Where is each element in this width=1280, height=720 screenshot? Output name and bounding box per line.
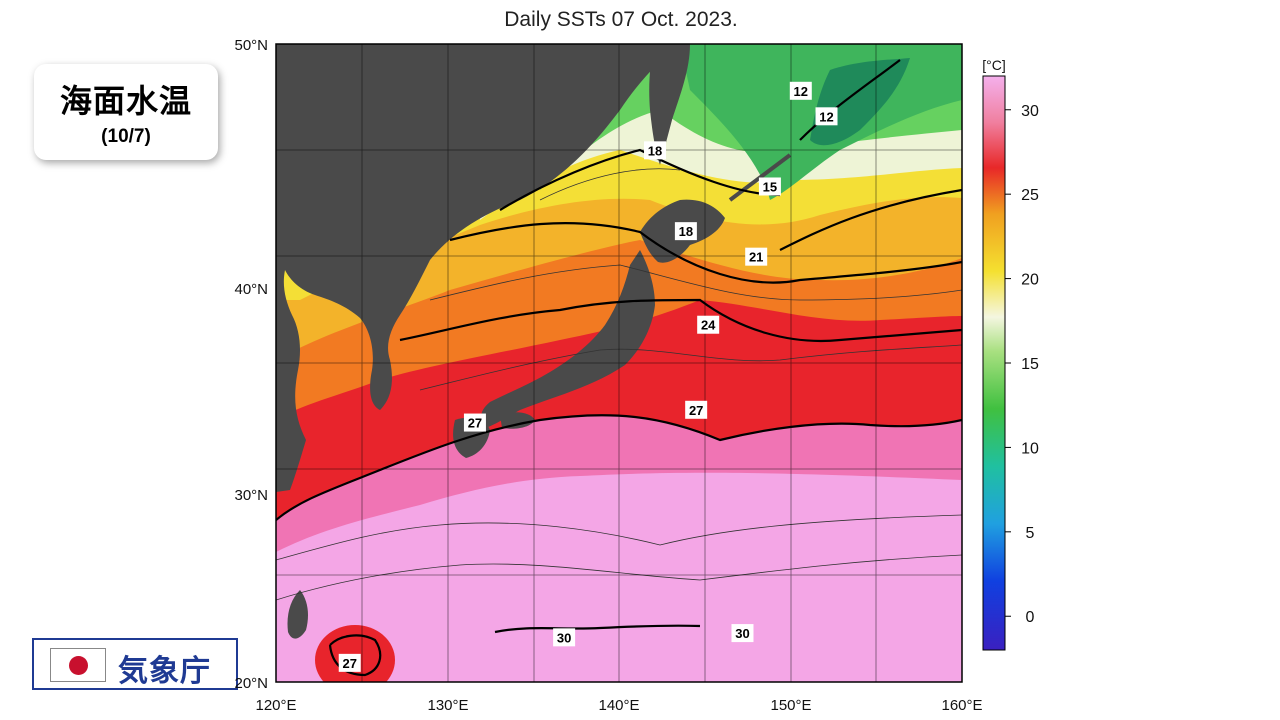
agency-name: 気象庁: [118, 655, 211, 688]
isotherm-30: [494, 624, 701, 634]
lon-label-160: 160°E: [941, 697, 982, 714]
colorbar-tick-label: 25: [1021, 187, 1039, 204]
graticule: [276, 44, 962, 682]
isotherm-15: [779, 188, 962, 251]
contour-label: 18: [644, 141, 667, 160]
contour-label: 27: [463, 413, 486, 432]
contour-label: 18: [674, 222, 697, 241]
contour-label: 21: [745, 247, 768, 266]
contour-label-text: 24: [701, 318, 716, 333]
contour-label-text: 30: [557, 630, 571, 645]
japan-flag-icon: [50, 648, 106, 682]
contour-label-text: 27: [468, 416, 482, 431]
lat-label-30: 30°N: [234, 487, 268, 504]
colorbar-tick-label: 20: [1021, 272, 1039, 289]
badge-date: (10/7): [101, 126, 151, 147]
colorbar-tick-label: 5: [1026, 525, 1035, 542]
agency-logo: 気象庁: [32, 638, 238, 690]
land-honshu: [480, 250, 655, 428]
lat-label-20: 20°N: [234, 675, 268, 692]
colorbar: [°C] 30 25 20 15 10 5 0: [982, 57, 1039, 651]
land-sakhalin: [649, 44, 690, 165]
date-badge: 海面水温 (10/7): [34, 64, 218, 160]
contour-label-text: 12: [819, 109, 833, 124]
colorbar-tick-label: 10: [1021, 440, 1039, 457]
land-taiwan: [287, 590, 308, 639]
lon-label-130: 130°E: [427, 697, 468, 714]
contour-label: 30: [731, 624, 754, 643]
land-shikoku: [500, 412, 535, 429]
contour-label: 12: [815, 107, 838, 126]
badge-title: 海面水温: [59, 83, 192, 119]
contour-label: 15: [758, 177, 781, 196]
contour-label-text: 18: [648, 143, 662, 158]
contour-label-text: 21: [749, 250, 763, 265]
contour-label: 27: [685, 400, 708, 419]
colorbar-tick-label: 30: [1021, 103, 1039, 120]
isotherm-12: [799, 59, 901, 141]
lon-label-150: 150°E: [770, 697, 811, 714]
colorbar-tick-label: 0: [1026, 609, 1035, 626]
axis-labels: 50°N 40°N 30°N 20°N 120°E 130°E 140°E 15…: [234, 37, 982, 714]
colorbar-tick-label: 15: [1021, 356, 1039, 373]
lat-label-40: 40°N: [234, 281, 268, 298]
land-asia: [276, 44, 680, 492]
contour-label-layer: 12 12 18 15 18 21 24 27 27 30 30 27: [338, 81, 838, 672]
isotherm-27: [276, 414, 962, 521]
contour-label-text: 15: [763, 179, 777, 194]
map-frame: [275, 43, 963, 683]
contour-label: 12: [789, 81, 812, 100]
contour-label-text: 30: [735, 626, 749, 641]
lon-label-120: 120°E: [255, 697, 296, 714]
lat-label-50: 50°N: [234, 37, 268, 54]
contour-label: 30: [553, 628, 576, 647]
colorbar-unit: [°C]: [982, 57, 1006, 73]
contour-label-text: 27: [343, 656, 357, 671]
contour-label: 27: [338, 653, 361, 672]
colorbar-scale: [982, 75, 1006, 651]
contour-label-text: 27: [689, 403, 703, 418]
map-title: Daily SSTs 07 Oct. 2023.: [504, 8, 738, 31]
isotherm-24: [399, 298, 962, 343]
contour-label-text: 18: [679, 224, 693, 239]
isotherm-21: [449, 222, 962, 284]
contour-label-text: 12: [794, 84, 808, 99]
lon-label-140: 140°E: [598, 697, 639, 714]
contour-label: 24: [697, 315, 720, 334]
